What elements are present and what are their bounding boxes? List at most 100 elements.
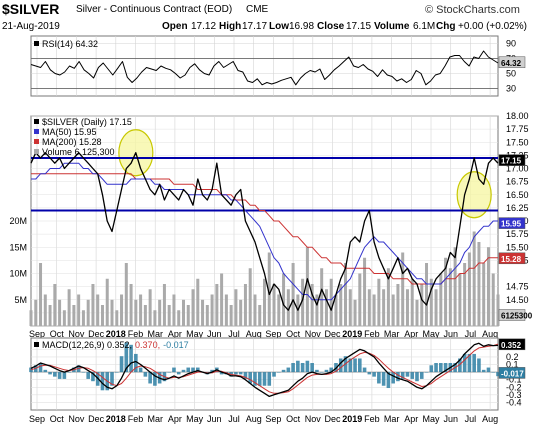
volume-bar [86,299,90,326]
macd-legend-main: MACD(12,26,9) 0.352, [42,340,132,350]
macd-histogram-bar [458,358,462,373]
macd-month-label: May [423,414,441,424]
macd-histogram-bar [348,358,353,373]
macd-month-label: Feb [364,414,380,424]
macd-histogram-bar [153,372,157,386]
macd-histogram-bar [195,367,200,373]
price-month-label: Feb [128,329,144,339]
volume-bar [425,263,429,326]
macd-legend-histogram: -0.017 [163,340,189,350]
volume-bar [53,284,57,326]
macd-histogram-bar [134,353,138,373]
macd-histogram-bar [281,369,286,373]
macd-histogram-bar [472,353,476,373]
macd-histogram-bar [381,372,386,386]
price-legend-item: Volume 6,125,300 [42,147,115,157]
macd-histogram-bar [467,353,472,373]
macd-histogram-bar [400,372,405,379]
macd-histogram-bar [100,372,105,391]
macd-legend-signal: 0.370, [135,340,160,350]
price-month-label: Nov [68,329,85,339]
price-tick-label: 15.50 [506,242,529,252]
macd-month-label: Jun [207,414,222,424]
volume-bar [67,289,71,326]
quote-close-value: 17.15 [346,21,372,32]
price-tick-label: 14.75 [506,282,529,292]
volume-bar [77,294,81,326]
macd-histogram-bar [86,372,90,379]
macd-histogram-bar [243,372,248,379]
price-month-label: Jul [228,329,240,339]
ma200-last-value-label: 15.28 [501,255,522,264]
volume-bar [363,257,367,326]
macd-histogram-bar [296,360,300,373]
volume-bar [496,294,500,326]
macd-histogram-bar [67,372,71,373]
macd-histogram-bar [253,372,257,386]
macd-tick-label: 0.2 [506,352,519,362]
rsi-line [30,50,499,86]
volume-bar [324,289,328,326]
macd-histogram-bar [262,372,267,386]
macd-histogram-bar [210,369,214,373]
macd-last-value [498,338,526,351]
macd-histogram-bar [148,372,152,384]
volume-last-value-label: 6125300 [501,312,533,321]
volume-bar [491,273,495,326]
volume-bar [148,289,152,326]
volume-bar [477,242,481,326]
price-month-label: Aug [482,329,498,339]
histogram-last-value-label: -0.017 [501,369,524,378]
price-month-label: Jun [443,329,458,339]
volume-bar [367,289,371,326]
macd-histogram-bar [429,365,434,373]
price-tick-label: 15.75 [506,229,529,239]
macd-histogram-bar [62,372,67,379]
histogram-last-value [498,367,526,379]
macd-histogram-bar [238,372,243,375]
macd-line [30,342,499,398]
macd-histogram-bar [367,372,372,375]
volume-bar [48,305,52,326]
macd-histogram-bar [57,372,62,379]
rsi-tick-label: 50 [506,69,516,79]
macd-month-label: Apr [168,414,182,424]
macd-histogram-bar [272,372,276,377]
quote-open-value: 17.12 [191,21,217,32]
volume-bar [267,252,271,326]
volume-bar [315,294,319,326]
macd-histogram-bar [110,372,114,386]
volume-bar [310,284,314,326]
macd-histogram-bar [462,353,467,373]
volume-bar [186,305,190,326]
macd-month-label: Jun [443,414,458,424]
volume-bar [96,294,100,326]
macd-histogram-bar [81,372,86,373]
watermark: © StockCharts.com [425,4,520,16]
price-month-label: Jul [465,329,477,339]
volume-bar [115,310,119,326]
price-tick-label: 16.50 [506,190,529,200]
volume-bar [467,252,471,326]
volume-bar [286,289,290,326]
volume-bar [181,299,185,326]
volume-bar [124,263,128,326]
price-tick-label: 18.00 [506,111,529,121]
volume-bar [177,310,181,326]
macd-tick-label: -0.1 [506,375,522,385]
macd-tick-label: -0.3 [506,390,522,400]
price-tick-label: 17.00 [506,164,529,174]
macd-histogram-bar [219,372,224,375]
ma200-last-value [498,252,526,265]
macd-month-label: Aug [482,414,498,424]
price-line [30,152,499,311]
volume-bar [277,294,281,326]
macd-histogram-bar [138,367,143,373]
price-legend-swatch [34,149,39,154]
macd-month-label: Mar [384,414,400,424]
volume-bar [305,247,309,326]
macd-histogram-bar [276,372,281,373]
volume-bar [100,305,104,326]
ma200-line [31,173,498,285]
macd-histogram-bar [53,372,57,377]
